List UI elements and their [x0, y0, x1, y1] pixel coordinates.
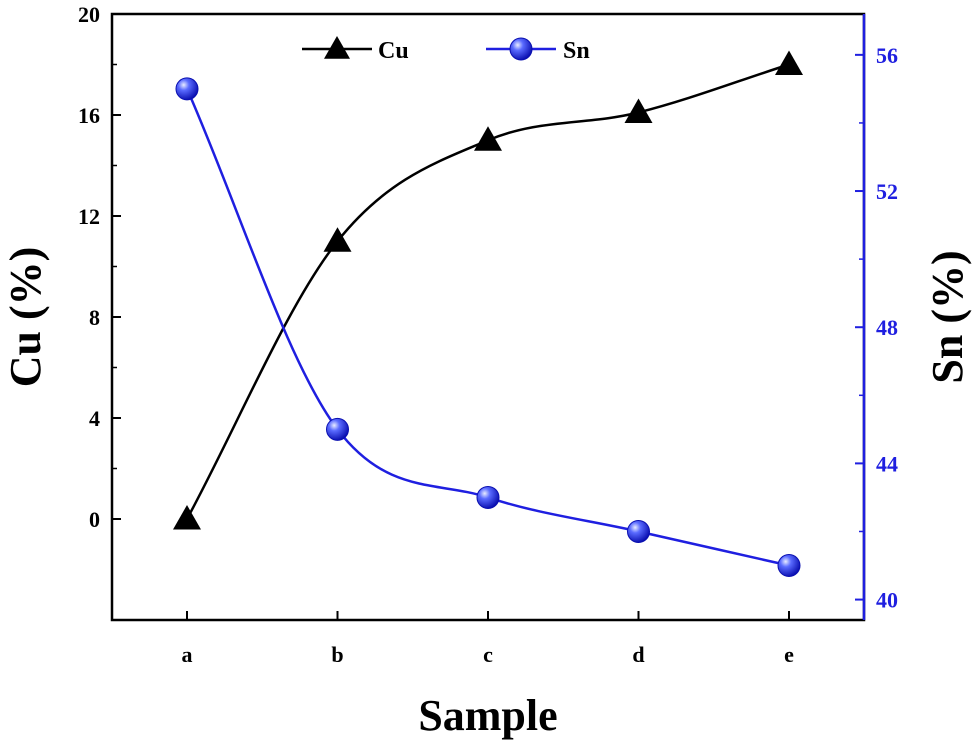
right-tick-label: 48: [876, 315, 898, 340]
x-tick-label: c: [483, 642, 493, 667]
right-axis-title: Sn (%): [923, 250, 972, 383]
right-axis-ticks: 40 44 48 52 56: [855, 43, 898, 613]
x-tick-label: a: [182, 642, 193, 667]
right-tick-label: 56: [876, 43, 898, 68]
legend-label-sn: Sn: [563, 38, 590, 64]
x-tick-label: b: [331, 642, 343, 667]
x-tick-label: e: [784, 642, 794, 667]
data-point-sn: [326, 417, 349, 441]
right-tick-label: 40: [876, 588, 898, 613]
series-layer: [173, 50, 803, 578]
data-point-sn: [777, 554, 801, 578]
legend-marker-cu: [324, 36, 350, 59]
left-axis-ticks: 0 4 8 12 16 20: [78, 2, 121, 532]
data-point-cu: [173, 505, 201, 530]
left-tick-label: 4: [89, 406, 100, 431]
left-tick-label: 20: [78, 2, 100, 27]
right-tick-label: 52: [876, 179, 898, 204]
data-point-cu: [323, 227, 352, 252]
data-point-cu: [624, 98, 653, 123]
x-tick-label: d: [632, 642, 644, 667]
x-axis-ticks: a b c d e: [182, 611, 794, 667]
left-axis-title: Cu (%): [1, 247, 50, 388]
series-line-cu: [185, 63, 790, 520]
legend: Cu Sn: [302, 36, 590, 64]
legend-marker-sn: [509, 37, 533, 61]
right-tick-label: 44: [876, 451, 898, 476]
left-tick-label: 16: [78, 103, 100, 128]
legend-label-cu: Cu: [378, 38, 409, 64]
left-tick-label: 12: [78, 204, 100, 229]
left-tick-label: 8: [89, 305, 100, 330]
series-line-sn: [185, 88, 790, 567]
x-axis-title: Sample: [418, 691, 557, 740]
plot-frame: [110, 12, 866, 622]
data-point-cu: [474, 126, 502, 151]
data-point-sn: [627, 519, 650, 543]
data-point-cu: [775, 50, 803, 75]
left-tick-label: 0: [89, 507, 100, 532]
data-point-sn: [175, 77, 199, 101]
data-point-sn: [476, 485, 500, 509]
